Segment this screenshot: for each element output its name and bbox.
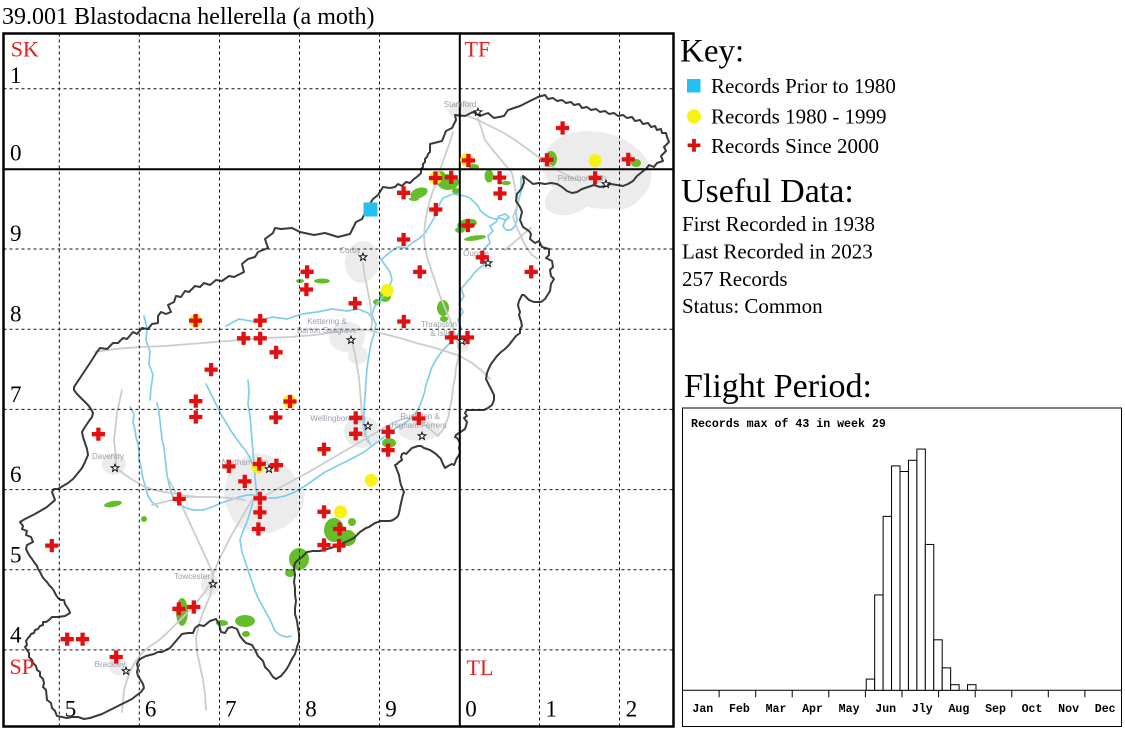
svg-text:Mar: Mar bbox=[766, 703, 787, 716]
svg-text:Stamford: Stamford bbox=[444, 100, 476, 109]
svg-text:5: 5 bbox=[65, 696, 77, 721]
svg-text:Nov: Nov bbox=[1058, 703, 1079, 716]
svg-text:9: 9 bbox=[385, 696, 397, 721]
svg-text:Brackley: Brackley bbox=[95, 660, 126, 669]
svg-text:Jun: Jun bbox=[875, 703, 896, 716]
svg-text:Apr: Apr bbox=[802, 703, 823, 716]
svg-text:Useful Data:: Useful Data: bbox=[681, 173, 854, 210]
svg-text:0: 0 bbox=[10, 141, 22, 166]
svg-text:Barton Seagrave: Barton Seagrave bbox=[297, 326, 358, 335]
svg-text:Kettering &: Kettering & bbox=[307, 317, 347, 326]
svg-text:39.001 Blastodacna hellerella: 39.001 Blastodacna hellerella (a moth) bbox=[2, 4, 375, 30]
svg-text:Records Prior to 1980: Records Prior to 1980 bbox=[711, 74, 896, 98]
svg-text:Flight Period:: Flight Period: bbox=[684, 368, 872, 405]
svg-text:6: 6 bbox=[10, 462, 22, 487]
svg-text:Towcester: Towcester bbox=[174, 572, 210, 581]
svg-text:8: 8 bbox=[10, 302, 22, 327]
svg-text:TL: TL bbox=[467, 655, 494, 680]
svg-text:1: 1 bbox=[546, 696, 558, 721]
svg-text:Records 1980 - 1999: Records 1980 - 1999 bbox=[711, 105, 887, 129]
svg-text:Northampton: Northampton bbox=[222, 458, 268, 467]
svg-text:Oct: Oct bbox=[1022, 703, 1043, 716]
svg-text:TF: TF bbox=[465, 37, 491, 62]
svg-text:Status: Common: Status: Common bbox=[682, 294, 823, 318]
svg-text:Aug: Aug bbox=[948, 703, 969, 716]
svg-text:Dec: Dec bbox=[1095, 703, 1116, 716]
svg-text:6: 6 bbox=[145, 696, 157, 721]
svg-text:Jly: Jly bbox=[912, 703, 933, 716]
svg-text:2: 2 bbox=[626, 696, 638, 721]
svg-text:Records max of 43 in week 29: Records max of 43 in week 29 bbox=[691, 418, 886, 431]
svg-text:Daventry: Daventry bbox=[92, 452, 124, 461]
svg-text:8: 8 bbox=[305, 696, 317, 721]
svg-text:257 Records: 257 Records bbox=[682, 267, 788, 291]
svg-text:Higham Ferrers: Higham Ferrers bbox=[391, 421, 447, 430]
svg-text:Key:: Key: bbox=[680, 34, 744, 70]
svg-text:Last Recorded in 2023: Last Recorded in 2023 bbox=[682, 240, 873, 264]
svg-text:First Recorded in 1938: First Recorded in 1938 bbox=[682, 212, 875, 236]
svg-text:5: 5 bbox=[10, 543, 22, 568]
svg-text:SK: SK bbox=[11, 37, 39, 62]
svg-text:Oundle: Oundle bbox=[463, 249, 489, 258]
svg-text:7: 7 bbox=[10, 382, 22, 407]
svg-text:4: 4 bbox=[10, 623, 22, 648]
svg-text:Thrapston: Thrapston bbox=[421, 320, 457, 329]
svg-text:9: 9 bbox=[10, 221, 22, 246]
svg-text:SP: SP bbox=[10, 654, 34, 679]
svg-text:May: May bbox=[839, 703, 860, 716]
svg-text:Feb: Feb bbox=[729, 703, 750, 716]
svg-text:Peterborough: Peterborough bbox=[558, 174, 606, 183]
svg-text:Records Since 2000: Records Since 2000 bbox=[711, 134, 879, 158]
svg-text:Wellingborough: Wellingborough bbox=[310, 414, 365, 423]
svg-text:0: 0 bbox=[465, 696, 477, 721]
svg-text:1: 1 bbox=[10, 63, 22, 88]
svg-text:Jan: Jan bbox=[692, 703, 713, 716]
svg-text:& Islip: & Islip bbox=[430, 329, 452, 338]
svg-text:7: 7 bbox=[225, 696, 237, 721]
svg-text:Corby: Corby bbox=[339, 246, 360, 255]
svg-text:Sep: Sep bbox=[985, 703, 1006, 716]
